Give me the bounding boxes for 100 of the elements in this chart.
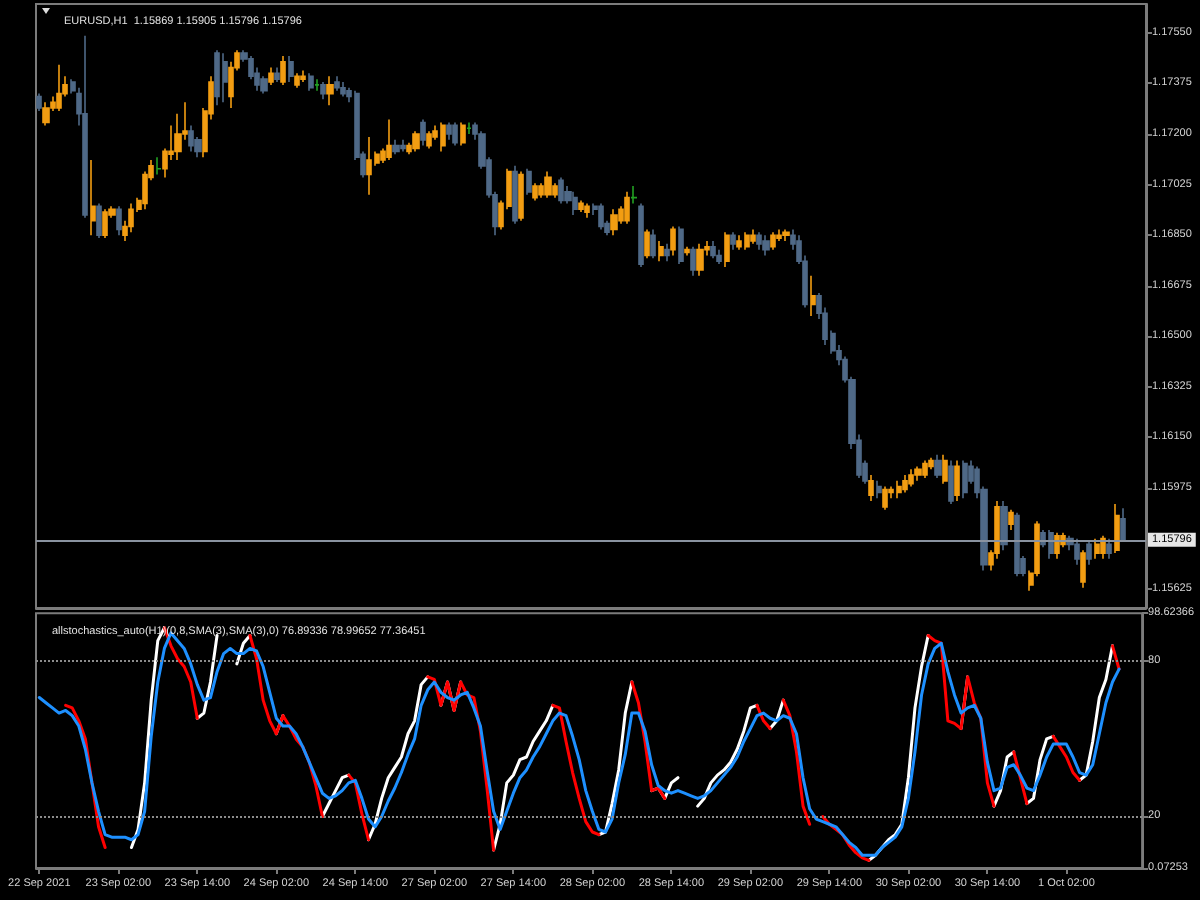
candlestick	[188, 124, 194, 153]
candlestick	[420, 118, 426, 147]
candlestick	[578, 199, 584, 213]
candlestick	[948, 459, 954, 505]
candlestick	[300, 69, 306, 83]
candlestick	[1080, 549, 1086, 589]
candlestick	[664, 243, 670, 263]
candlestick	[214, 49, 220, 106]
candlestick	[716, 248, 722, 265]
candlestick	[922, 459, 928, 479]
candlestick	[326, 75, 334, 106]
candlestick	[452, 121, 458, 147]
candlestick	[268, 66, 274, 86]
candlestick	[440, 121, 446, 153]
candlestick	[308, 72, 314, 92]
candlestick	[954, 459, 960, 502]
candlestick	[756, 231, 762, 251]
candlestick	[690, 245, 696, 277]
candlestick	[56, 63, 62, 112]
candlestick	[1014, 511, 1020, 578]
candlestick	[42, 101, 50, 127]
candlestick	[650, 228, 656, 260]
candlestick	[314, 78, 320, 92]
candlestick	[466, 121, 472, 135]
candlestick	[96, 202, 102, 239]
candlestick	[412, 130, 420, 153]
candlestick	[532, 182, 538, 202]
candlestick	[512, 165, 518, 225]
candlestick	[736, 234, 742, 251]
candlestick	[280, 55, 286, 86]
candlestick	[1106, 537, 1112, 560]
candlestick	[962, 459, 968, 499]
candlestick	[1000, 500, 1008, 551]
candlestick	[544, 170, 552, 199]
candlestick	[102, 208, 108, 239]
candlestick	[1114, 503, 1120, 554]
candlestick	[340, 81, 346, 98]
candlestick	[116, 205, 122, 236]
candlestick	[446, 121, 452, 141]
candlestick	[598, 202, 604, 231]
candlestick	[942, 454, 948, 485]
candlestick	[670, 225, 676, 257]
candlestick	[1086, 540, 1092, 566]
candlestick	[1054, 532, 1060, 560]
candlestick	[696, 243, 704, 277]
candlestick	[288, 55, 294, 83]
candlestick	[1094, 537, 1100, 560]
candlestick	[914, 465, 922, 482]
candlestick	[630, 185, 638, 205]
candlestick	[1008, 508, 1014, 531]
candlestick	[460, 121, 466, 147]
candlestick	[724, 231, 730, 268]
candlestick	[882, 485, 888, 511]
candlestick	[928, 456, 934, 471]
candlestick	[1074, 537, 1080, 566]
candlestick	[908, 468, 914, 488]
candlestick	[730, 231, 736, 251]
candlestick	[624, 191, 630, 225]
candlestick	[750, 228, 756, 245]
candlestick	[782, 228, 790, 242]
candlestick	[320, 81, 326, 101]
candlestick	[584, 202, 590, 219]
candlestick	[36, 92, 42, 112]
candlestick	[744, 231, 750, 251]
candlestick	[710, 240, 716, 260]
candlestick	[684, 245, 690, 257]
candlestick	[400, 139, 406, 153]
candlestick	[644, 228, 650, 260]
candlestick	[294, 72, 300, 89]
candlestick	[638, 202, 644, 268]
candlestick	[934, 454, 942, 479]
candlestick	[902, 474, 908, 494]
candlestick	[334, 75, 340, 92]
candlestick	[222, 52, 228, 104]
candlestick	[868, 474, 874, 502]
candlestick	[386, 118, 392, 161]
candlestick	[156, 156, 162, 176]
candlestick	[1048, 529, 1054, 560]
candlestick	[558, 176, 564, 205]
candlestick	[274, 66, 280, 83]
candlestick	[810, 274, 816, 317]
candlestick	[366, 136, 372, 196]
candlestick	[776, 228, 782, 242]
candlestick	[392, 139, 400, 156]
candlestick	[82, 34, 88, 219]
candlestick	[518, 170, 524, 222]
candlestick	[762, 234, 770, 257]
candlestick	[876, 480, 882, 499]
candlestick	[260, 75, 268, 95]
candlestick	[526, 167, 532, 196]
candlestick	[572, 191, 578, 216]
candlestick	[770, 231, 776, 251]
candlestick	[678, 225, 684, 265]
candlestick	[610, 208, 618, 236]
candlestick	[426, 130, 432, 150]
candlestick	[896, 480, 902, 499]
candlestick	[1120, 507, 1126, 541]
candlestick	[128, 202, 134, 234]
candlestick	[658, 240, 664, 263]
candlestick	[90, 159, 96, 236]
